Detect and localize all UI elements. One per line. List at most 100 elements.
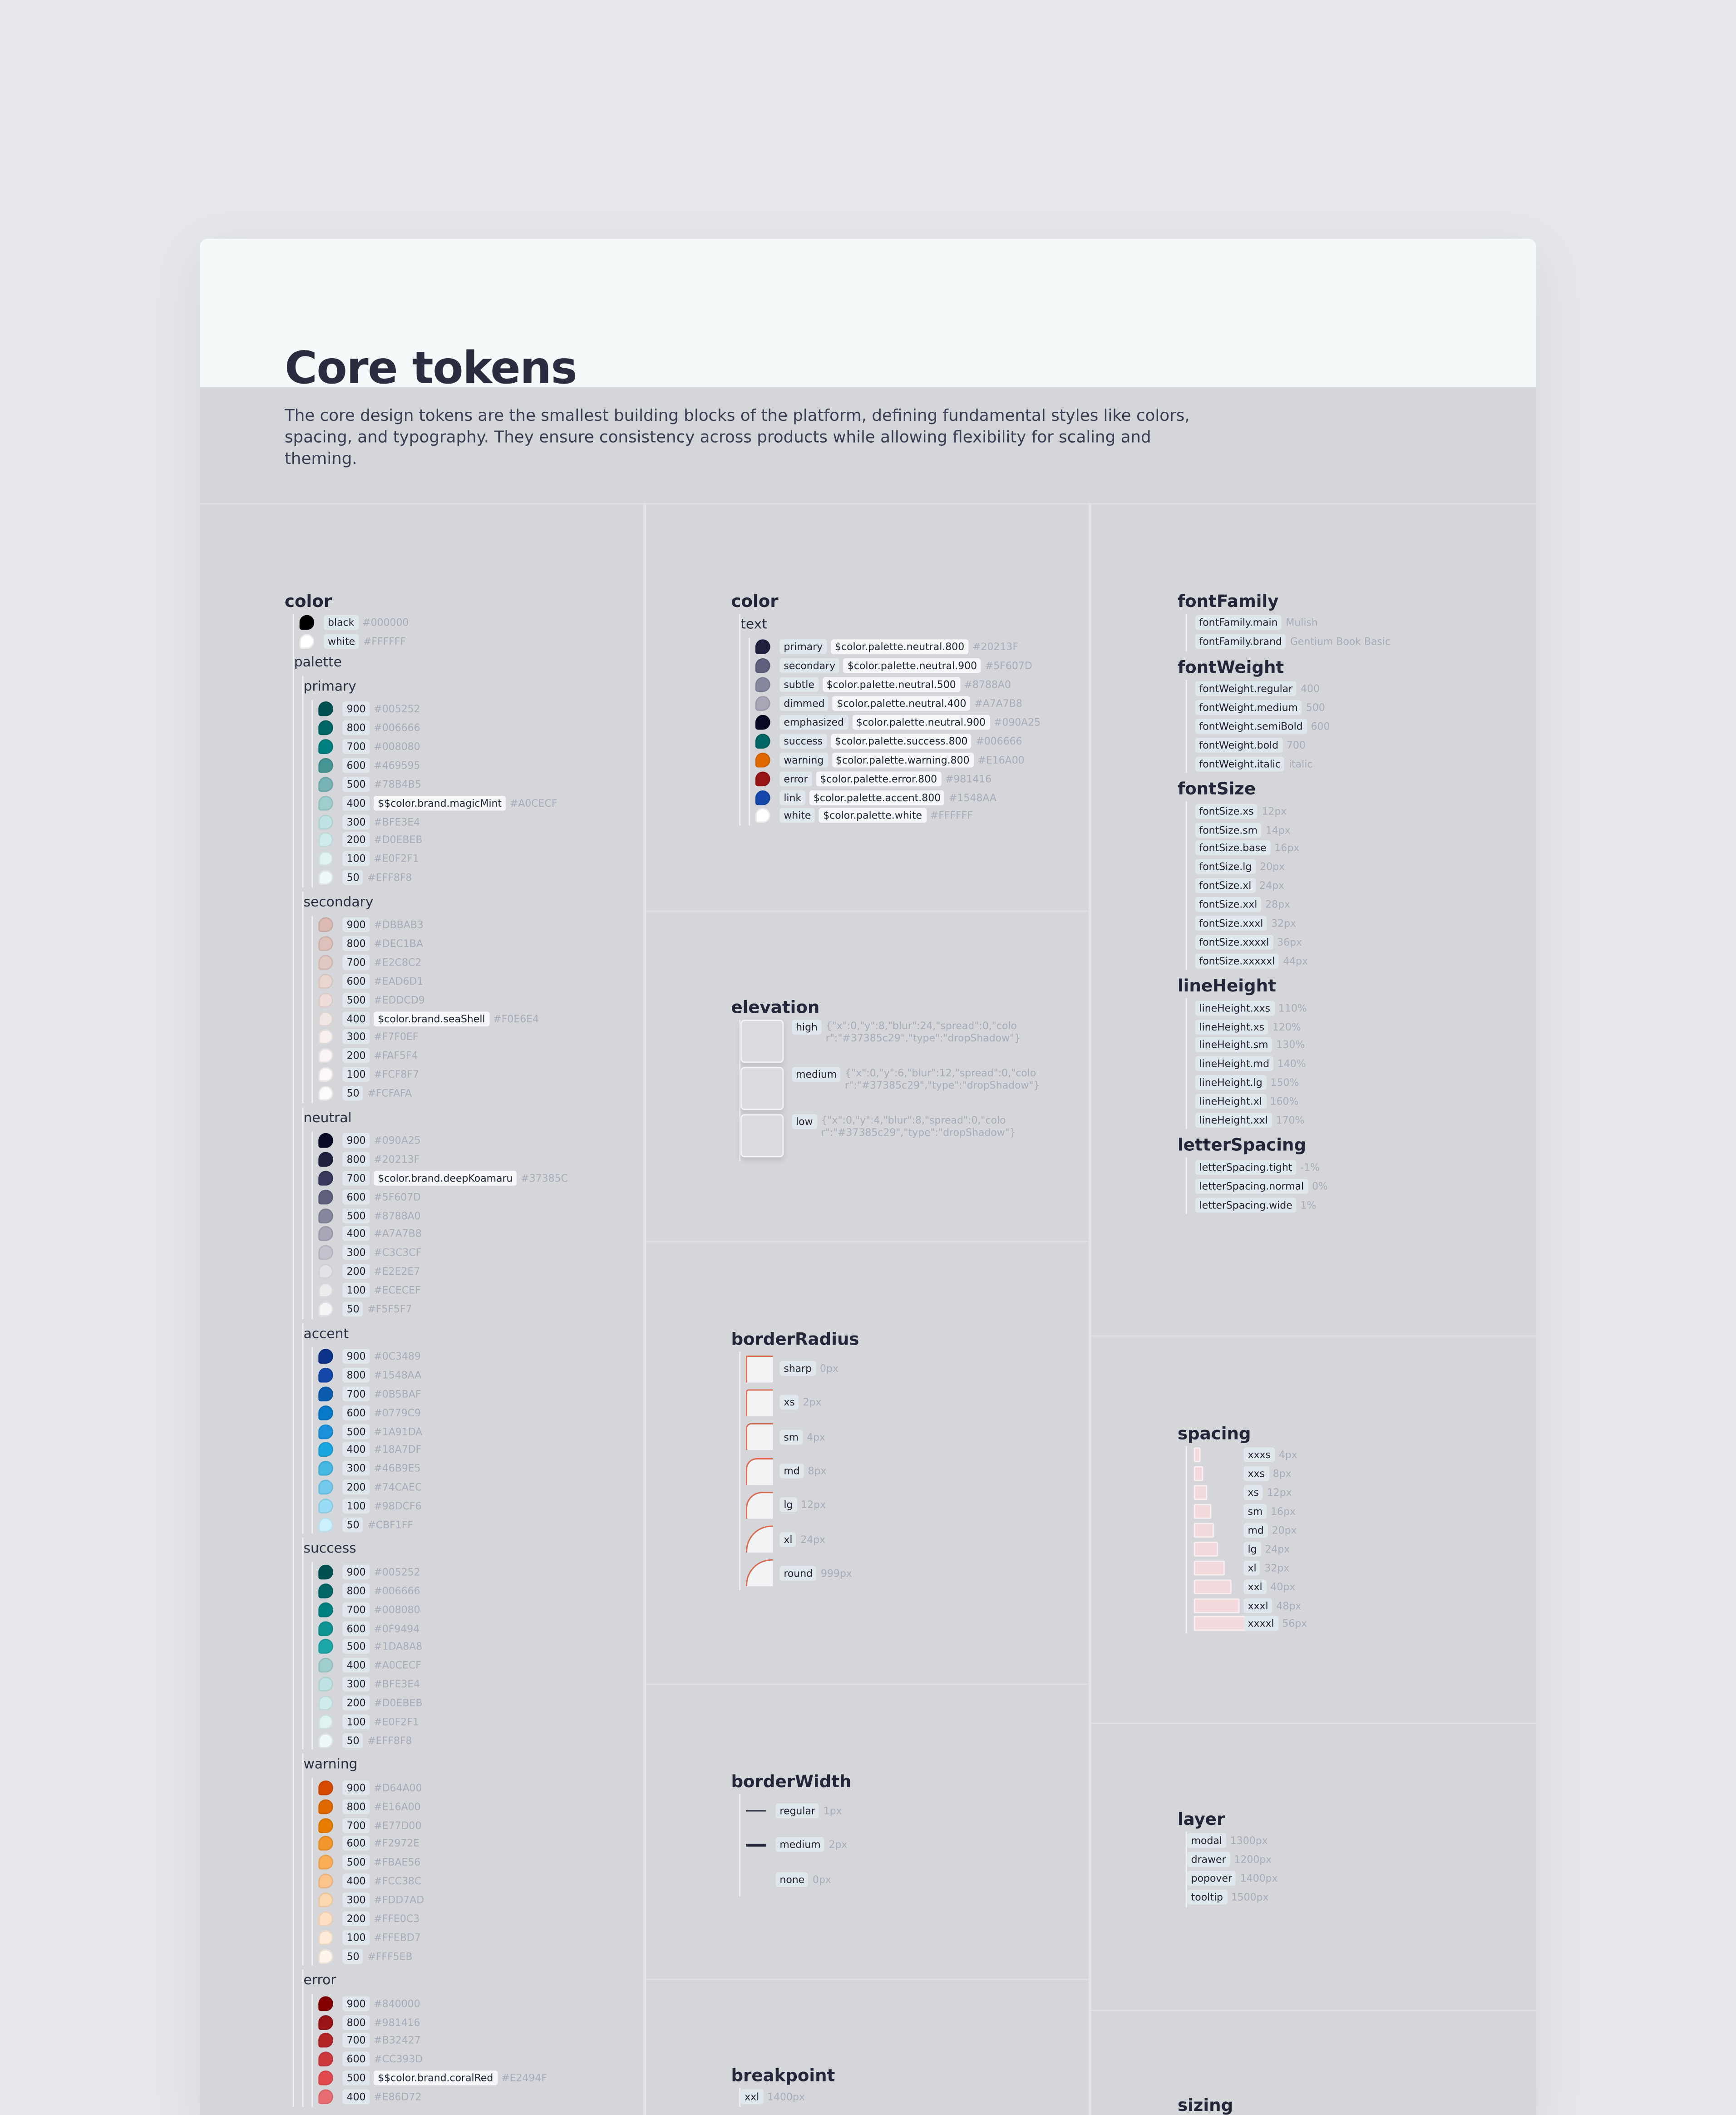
spacing-bar [1194, 1597, 1239, 1613]
token-value: #FFF5EB [367, 1950, 413, 1962]
token-value: #F5F5F7 [367, 1303, 412, 1316]
swatch [318, 1676, 333, 1692]
token-name: xl [1243, 1560, 1261, 1575]
token-value: #FDD7AD [374, 1893, 424, 1906]
divider [646, 1683, 1089, 1685]
token-name: 400 [342, 795, 370, 810]
token-row: primary $color.palette.neutral.800 #20213F [750, 638, 1136, 656]
token-value: 36px [1277, 936, 1302, 948]
token-value: #78B4B5 [374, 778, 421, 790]
token-panel: layer modal 1300px drawer 1200px popover 1400p… [1178, 1808, 1536, 1907]
token-name: lg [779, 1498, 797, 1513]
token-value: 20px [1272, 1524, 1297, 1537]
token-name: secondary [779, 658, 840, 674]
token-row: fontSize.lg 20px [1187, 858, 1537, 876]
token-list: fontSize.xs 12px fontSize.sm 14px fontSize.b… [1185, 801, 1537, 971]
token-reference: $color.palette.neutral.900 [852, 715, 990, 730]
token-value: #BFE3E4 [374, 815, 420, 828]
token-name: fontSize.base [1195, 841, 1271, 856]
swatch [299, 634, 315, 650]
token-row: 100 #E0F2F1 [313, 850, 689, 868]
token-name: drawer [1187, 1852, 1230, 1868]
token-row: 200 #FFE0C3 [313, 1909, 689, 1928]
elevation-sample [740, 1067, 784, 1110]
swatch [318, 739, 333, 754]
swatch [299, 616, 315, 631]
token-value: -1% [1300, 1161, 1320, 1173]
token-row: 800 #E16A00 [313, 1797, 689, 1815]
token-name: xl [779, 1532, 797, 1547]
token-value: #D0EBEB [374, 834, 423, 847]
swatch [318, 1996, 333, 2011]
swatch [318, 1480, 333, 1495]
token-name: 50 [342, 870, 364, 885]
token-row: tooltip 1500px [1187, 1888, 1537, 1907]
token-name: 50 [342, 1517, 364, 1533]
token-name: 700 [342, 1386, 370, 1401]
token-value: 48px [1276, 1599, 1302, 1612]
token-row: regular 1px [740, 1794, 1136, 1828]
subgroup-title: secondary [303, 895, 374, 910]
token-value: 8px [808, 1464, 827, 1477]
token-name: 500 [342, 2071, 370, 2086]
token-name: fontWeight.medium [1195, 700, 1302, 715]
token-row: 400 #A0CECF [313, 1656, 689, 1675]
token-value: #FFE0C3 [374, 1913, 420, 1925]
token-value: #0F9494 [374, 1622, 420, 1634]
swatch [318, 1067, 333, 1082]
token-value: #E0F2F1 [374, 853, 419, 865]
token-list: primary $color.palette.neutral.800 #20213F… [749, 638, 1136, 826]
token-row: 300 #46B9E5 [313, 1459, 689, 1478]
token-name: 400 [342, 1442, 370, 1458]
swatch [318, 1930, 333, 1945]
token-row: fontWeight.italic italic [1187, 754, 1537, 773]
group-title: fontFamily [1177, 591, 1279, 611]
token-value: 170% [1276, 1114, 1305, 1127]
token-row: 600 #469595 [313, 756, 689, 774]
swatch [318, 992, 333, 1007]
panel-title: sizing [1177, 2095, 1233, 2115]
token-value: 500 [1306, 701, 1325, 714]
swatch [318, 1030, 333, 1045]
radius-sample [746, 1457, 773, 1485]
token-name: 900 [342, 1133, 370, 1148]
swatch [318, 936, 333, 951]
token-value: #A0CECF [509, 797, 557, 809]
token-reference: $color.palette.neutral.400 [833, 696, 971, 711]
token-value: #1548AA [374, 1369, 422, 1381]
token-value: #CBF1FF [367, 1518, 414, 1531]
token-list: 900 #005252 800 #006666 700 #008080 600 #469595… [311, 700, 689, 887]
token-row: 200 #D0EBEB [313, 831, 689, 849]
spacing-bar [1194, 1448, 1200, 1463]
token-value: #FFFFFF [930, 810, 973, 822]
token-name: 700 [342, 1170, 370, 1186]
token-value: #FFFFFF [363, 636, 406, 648]
token-list: 900 #0C3489 800 #1548AA 700 #0B5BAF 600 #0779C9… [311, 1346, 689, 1534]
token-row: xl 24px [740, 1522, 1136, 1556]
swatch [318, 1442, 333, 1458]
token-name: fontWeight.bold [1195, 737, 1283, 753]
token-row: 400 $$color.brand.magicMint #A0CECF [313, 794, 689, 812]
swatch [318, 1658, 333, 1673]
token-name: 500 [342, 1208, 370, 1223]
token-value: 1400px [767, 2091, 805, 2104]
token-name: 200 [342, 1048, 370, 1064]
token-row: 800 #DEC1BA [313, 934, 689, 953]
token-row: black #000000 [294, 614, 690, 632]
token-name: lg [1243, 1541, 1261, 1557]
swatch [318, 1152, 333, 1167]
token-value: #EFF8F8 [367, 872, 412, 884]
token-row: link $color.palette.accent.800 #1548AA [750, 788, 1136, 807]
token-name: letterSpacing.wide [1195, 1197, 1297, 1213]
token-value: #F2972E [374, 1838, 420, 1850]
token-row: 100 #FFEBD7 [313, 1928, 689, 1947]
token-name: xxl [1243, 1579, 1267, 1594]
swatch [318, 1386, 333, 1401]
token-value: #20213F [374, 1153, 420, 1165]
token-value: #E2E2E7 [374, 1265, 420, 1278]
token-panel: color black #000000 white #FFFFFF palette prim… [285, 589, 689, 2106]
token-row: 900 #D64A00 [313, 1778, 689, 1797]
token-name: fontSize.xl [1195, 878, 1256, 893]
token-name: 500 [342, 992, 370, 1007]
token-value: 20px [1260, 861, 1285, 873]
